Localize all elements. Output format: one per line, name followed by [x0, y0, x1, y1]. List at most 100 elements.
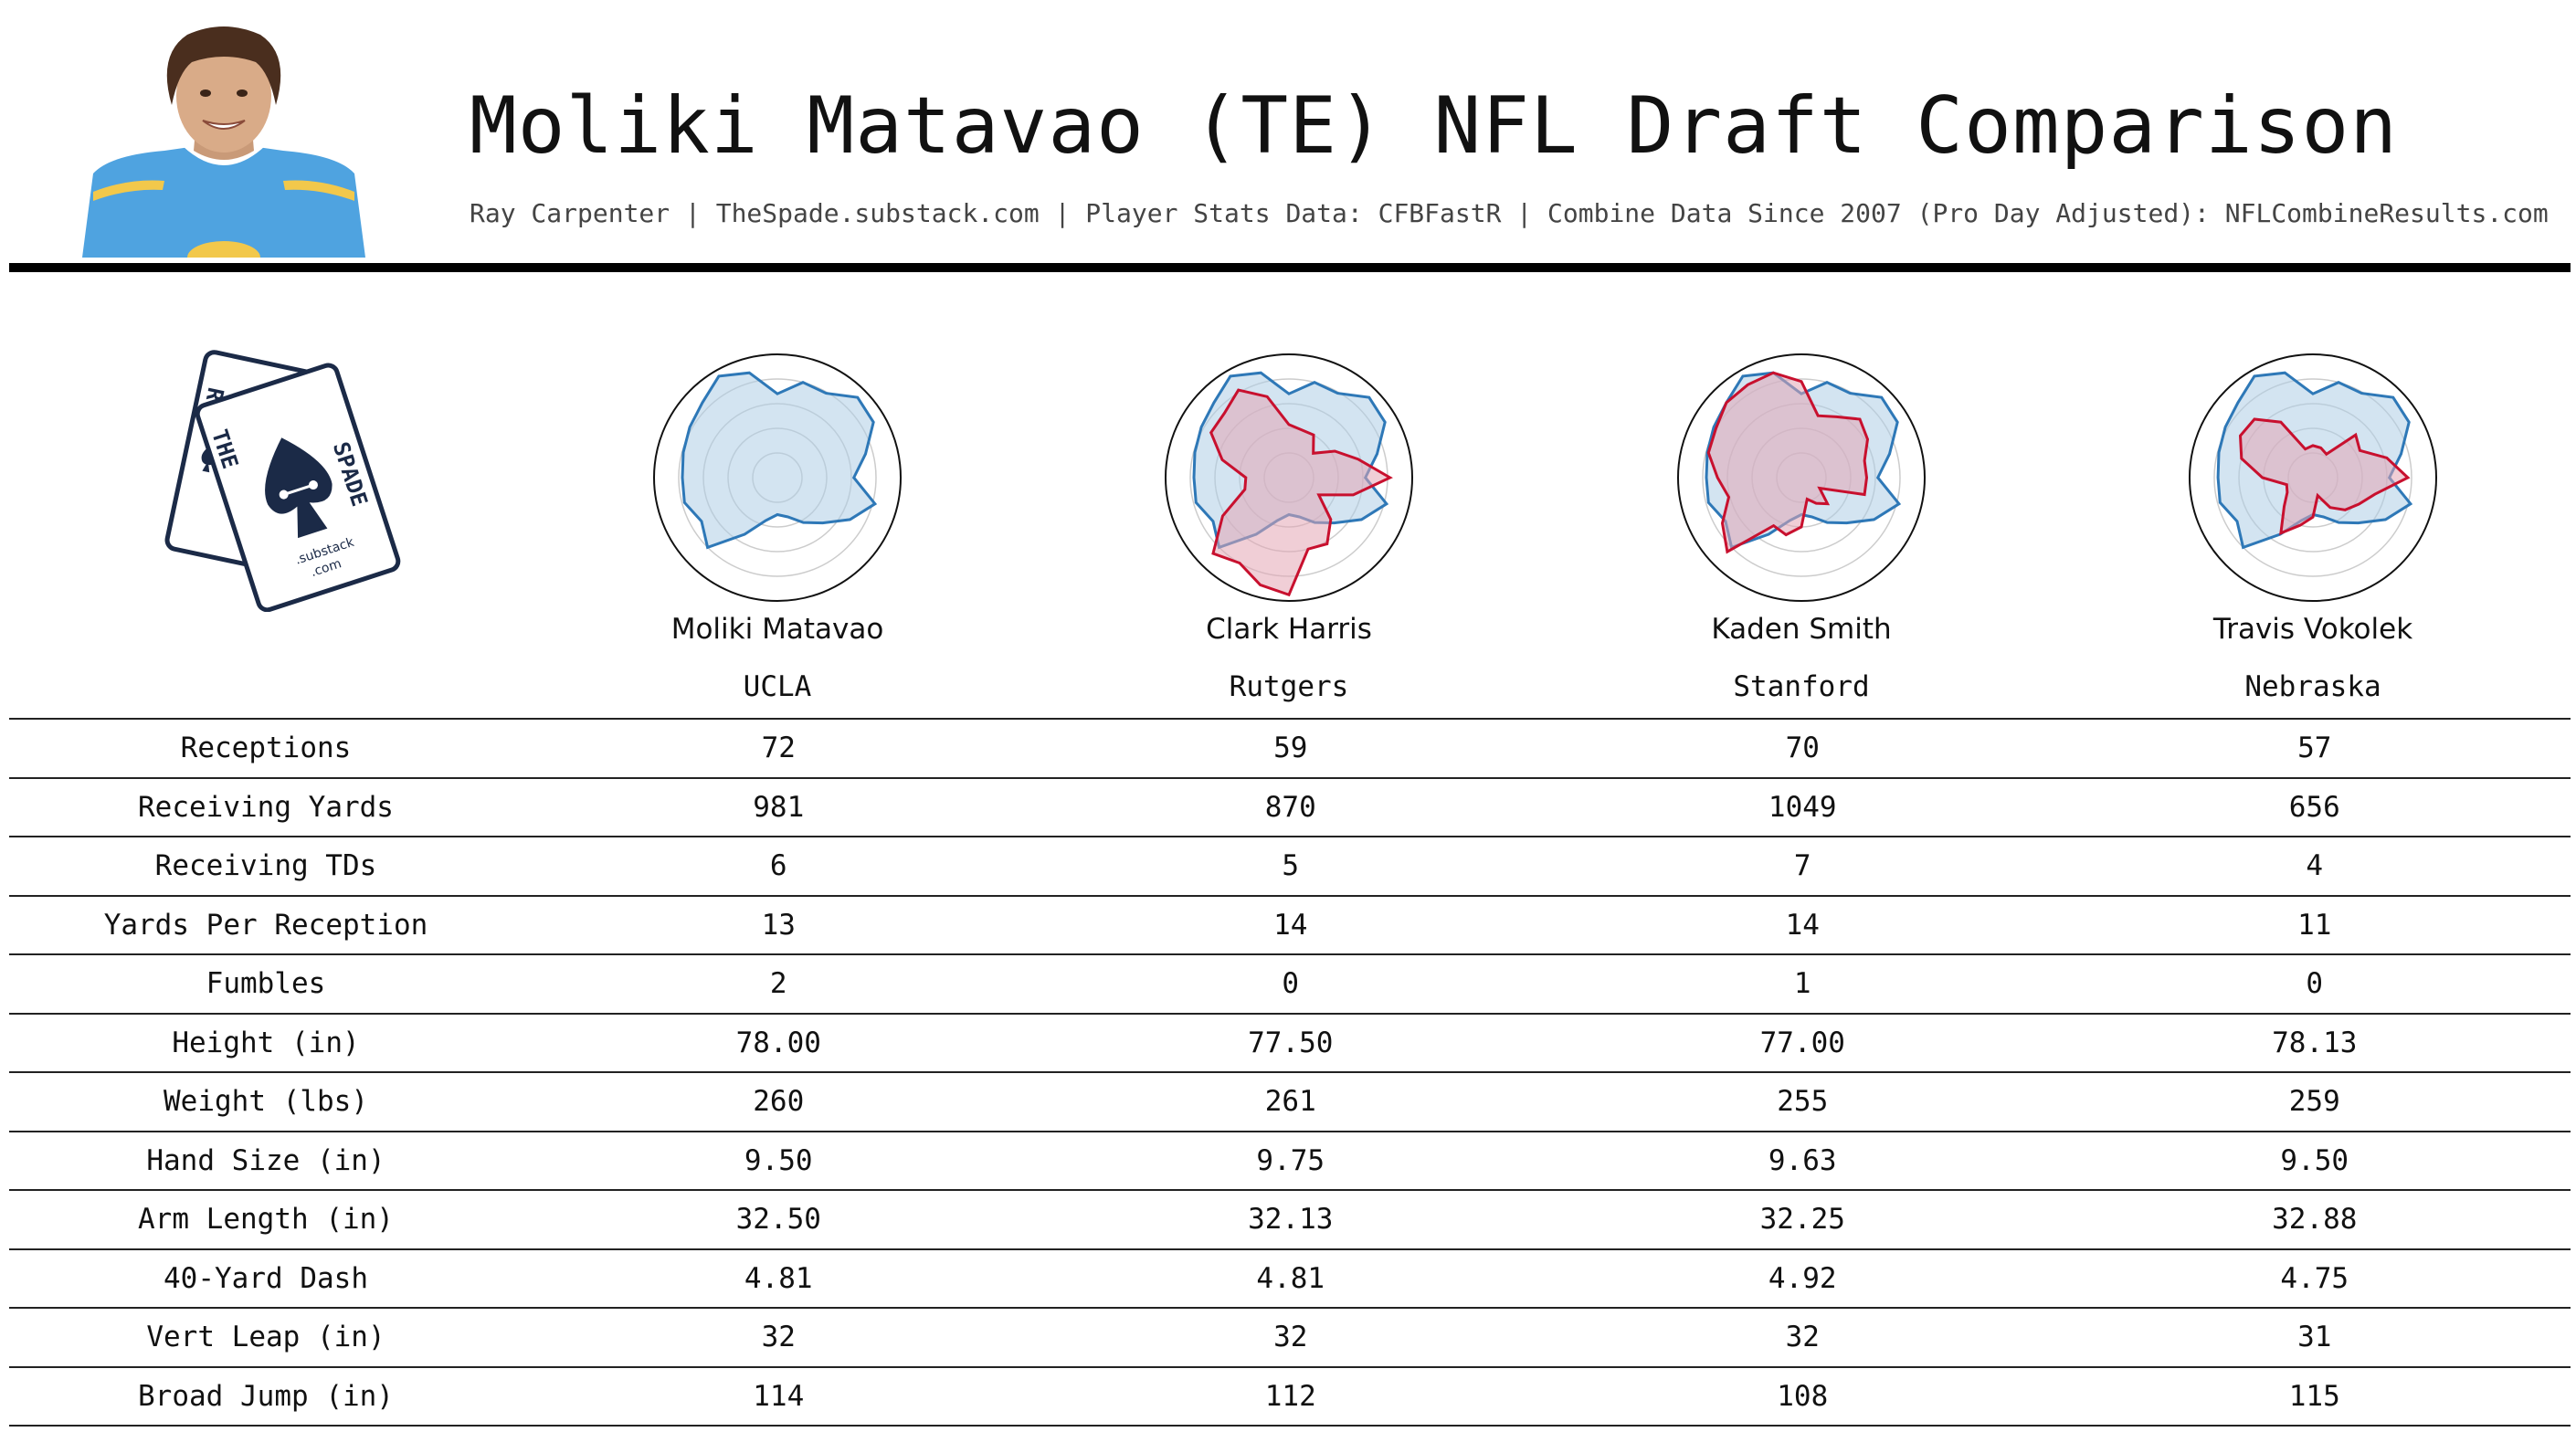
cell-value: 255: [1777, 1085, 1829, 1119]
player-school-4: Nebraska: [2244, 670, 2381, 703]
smile: [202, 120, 246, 130]
radar-series-prospect: [681, 371, 878, 550]
cell-value: 261: [1264, 1085, 1316, 1119]
page-title: Moliki Matavao (TE) NFL Draft Comparison: [470, 80, 2399, 172]
row-label: Receiving TDs: [154, 849, 377, 883]
row-label: Vert Leap (in): [146, 1321, 385, 1354]
row-label: Receiving Yards: [138, 790, 394, 824]
player-headshot-photo: [82, 26, 365, 258]
row-label: Hand Size (in): [146, 1143, 385, 1177]
row-label: Height (in): [172, 1026, 360, 1059]
cell-value: 70: [1785, 732, 1820, 765]
front-card: THE SPADE .substack .com: [195, 363, 401, 612]
row-label: Receptions: [180, 732, 352, 765]
table-row: Yards Per Reception 13 14 14 11: [9, 895, 2571, 955]
table-row: Height (in) 78.00 77.50 77.00 78.13: [9, 1013, 2571, 1073]
spade-dot-right: [308, 480, 318, 490]
cell-value: 1: [1793, 967, 1811, 1001]
cell-value: 57: [2297, 732, 2332, 765]
jersey-shoulder-stripe-left: [93, 180, 164, 201]
eye-right: [237, 90, 248, 97]
cell-value: 870: [1264, 790, 1316, 824]
jersey-shape: [82, 146, 365, 258]
cell-value: 78.00: [735, 1026, 821, 1059]
cell-value: 656: [2288, 790, 2340, 824]
cell-value: 77.00: [1759, 1026, 1845, 1059]
cell-value: 32.25: [1759, 1203, 1845, 1237]
radar-outer-ring: [1165, 353, 1413, 602]
page-subtitle: Ray Carpenter | TheSpade.substack.com | …: [470, 198, 2549, 228]
cell-value: 4.75: [2280, 1261, 2349, 1295]
player-name-4: Travis Vokolek: [2212, 613, 2413, 646]
row-label: Fumbles: [206, 967, 326, 1001]
table-row: 40-Yard Dash 4.81 4.81 4.92 4.75: [9, 1248, 2571, 1309]
cell-value: 32.13: [1248, 1203, 1334, 1237]
cell-value: 108: [1777, 1379, 1829, 1413]
table-row: Fumbles 2 0 1 0: [9, 954, 2571, 1014]
radar-series-comparison: [2238, 417, 2411, 536]
radar-outer-ring: [1677, 353, 1926, 602]
cell-value: 4.81: [1256, 1261, 1325, 1295]
radar-grid-ring: [1702, 378, 1901, 577]
player-name-3: Kaden Smith: [1711, 613, 1892, 646]
cell-value: 7: [1793, 849, 1811, 883]
radar-outer-ring: [2189, 353, 2437, 602]
table-row: Weight (lbs) 260 261 255 259: [9, 1072, 2571, 1132]
cell-value: 32.88: [2272, 1203, 2358, 1237]
player-school-3: Stanford: [1733, 670, 1870, 703]
player-name-2: Clark Harris: [1206, 613, 1372, 646]
cell-value: 0: [1282, 967, 1300, 1001]
eye-left: [200, 90, 211, 97]
cell-value: 981: [753, 790, 805, 824]
jersey-collar: [183, 144, 265, 165]
jersey-shoulder-stripe-right: [283, 180, 354, 201]
cell-value: 14: [1273, 908, 1308, 942]
cell-value: 32: [1273, 1321, 1308, 1354]
hair: [166, 26, 281, 105]
cell-value: 32.50: [735, 1203, 821, 1237]
cell-value: 59: [1273, 732, 1308, 765]
large-spade-icon: [265, 437, 333, 539]
cell-value: 260: [753, 1085, 805, 1119]
radar-chart-2: [1165, 353, 1413, 602]
cell-value: 112: [1264, 1379, 1316, 1413]
table-row: Hand Size (in) 9.50 9.75 9.63 9.50: [9, 1131, 2571, 1191]
table-row: Vert Leap (in) 32 32 32 31: [9, 1308, 2571, 1367]
cell-value: 9.50: [2280, 1143, 2349, 1177]
table-row: Arm Length (in) 32.50 32.13 32.25 32.88: [9, 1190, 2571, 1249]
the-spade-logo: RC THE SPADE .substack .com: [164, 350, 401, 612]
cell-value: 78.13: [2272, 1026, 2358, 1059]
cell-value: 72: [761, 732, 796, 765]
cell-value: 13: [761, 908, 796, 942]
cell-value: 5: [1282, 849, 1300, 883]
cell-value: 115: [2288, 1379, 2340, 1413]
radar-series-comparison: [1209, 388, 1393, 597]
spade-dot-left: [279, 490, 289, 500]
player-name-1: Moliki Matavao: [670, 613, 884, 646]
table-row: Receiving TDs 6 5 7 4: [9, 837, 2571, 896]
radar-chart-3: [1677, 353, 1926, 602]
cell-value: 9.50: [744, 1143, 813, 1177]
row-label: 40-Yard Dash: [164, 1261, 368, 1295]
row-label: Yards Per Reception: [103, 908, 428, 942]
table-row: Broad Jump (in) 114 112 108 115: [9, 1366, 2571, 1426]
cell-value: 2: [769, 967, 787, 1001]
row-label: Arm Length (in): [138, 1203, 394, 1237]
cell-value: 9.63: [1768, 1143, 1837, 1177]
row-label: Weight (lbs): [164, 1085, 368, 1119]
row-label: Broad Jump (in): [138, 1379, 394, 1413]
player-school-1: UCLA: [743, 670, 812, 703]
radar-grid-ring: [2213, 378, 2412, 577]
cell-value: 4.92: [1768, 1261, 1837, 1295]
cell-value: 77.50: [1248, 1026, 1334, 1059]
cell-value: 32: [761, 1321, 796, 1354]
cell-value: 6: [769, 849, 787, 883]
player-school-2: Rutgers: [1229, 670, 1349, 703]
cell-value: 11: [2297, 908, 2332, 942]
radar-charts: [653, 353, 2437, 602]
spade-line: [283, 483, 314, 496]
cell-value: 9.75: [1256, 1143, 1325, 1177]
cell-value: 32: [1785, 1321, 1820, 1354]
radar-chart-1: [653, 353, 902, 602]
cell-value: 1049: [1768, 790, 1837, 824]
